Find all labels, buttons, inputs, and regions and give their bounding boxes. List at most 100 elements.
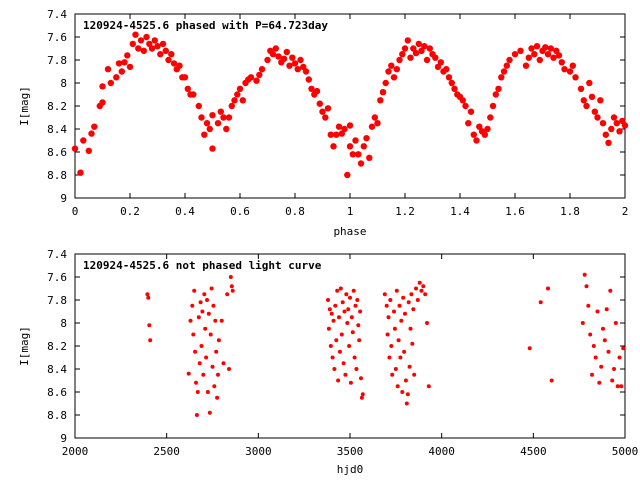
phased-data-point <box>487 114 494 121</box>
unphased-data-point <box>191 332 196 337</box>
unphased-data-point <box>348 380 353 385</box>
phased-data-point <box>462 102 469 110</box>
phased-data-point <box>583 102 590 110</box>
phased-data-point <box>170 60 178 67</box>
phased-data-point <box>129 40 136 48</box>
unphased-data-point <box>398 355 403 360</box>
unphased-data-point <box>360 392 365 397</box>
unphased-x-tick-label: 3500 <box>337 445 364 458</box>
phased-data-point <box>305 76 312 83</box>
unphased-y-tick-label: 8.8 <box>47 409 67 422</box>
phased-data-point <box>506 56 513 64</box>
phased-data-point <box>401 45 409 52</box>
unphased-data-point <box>216 338 221 343</box>
unphased-data-point <box>333 303 338 308</box>
phased-data-point <box>313 87 321 95</box>
unphased-data-point <box>202 292 207 297</box>
phased-data-point <box>176 62 183 69</box>
phased-data-point <box>437 59 444 66</box>
phased-data-point <box>547 45 554 52</box>
phased-data-point <box>297 56 304 64</box>
unphased-data-point <box>617 355 622 360</box>
unphased-data-point <box>415 298 420 302</box>
phased-x-tick-label: 1.8 <box>560 205 580 218</box>
unphased-data-point <box>339 332 344 337</box>
unphased-data-point <box>193 349 198 354</box>
unphased-data-point <box>612 367 616 371</box>
phased-x-tick-label: 0.8 <box>285 205 305 218</box>
unphased-data-point <box>337 349 342 354</box>
unphased-data-point <box>602 338 607 343</box>
phased-data-point <box>327 131 334 138</box>
phased-data-point <box>104 66 112 73</box>
unphased-data-point <box>332 367 337 371</box>
phased-data-point <box>239 97 246 104</box>
phased-y-tick-label: 7.6 <box>47 31 67 44</box>
phased-data-point <box>165 56 172 64</box>
unphased-data-point <box>412 372 417 377</box>
phased-data-point <box>335 123 343 130</box>
phased-data-point <box>223 125 230 133</box>
unphased-axis-ticks: 2000 2500 3000 3500 4000 4500 5000 7.4 7.6 7.8 8 8.… <box>47 248 638 458</box>
unphased-data-point <box>406 300 411 305</box>
phased-data-point <box>283 48 290 56</box>
unphased-data-point <box>198 300 203 305</box>
phased-data-point <box>415 40 422 48</box>
phased-data-point <box>159 40 167 48</box>
unphased-data-point <box>580 321 585 325</box>
unphased-data-point <box>414 286 418 291</box>
unphased-data-point <box>203 326 208 331</box>
phased-data-point <box>621 122 629 129</box>
phased-x-tick-label: 0.2 <box>120 205 140 218</box>
phased-data-point <box>181 74 189 81</box>
unphased-data-point <box>584 284 589 289</box>
phased-data-point <box>324 105 332 112</box>
phased-data-point <box>294 66 301 73</box>
unphased-data-point <box>407 364 412 369</box>
phased-data-point <box>602 131 609 138</box>
phased-data-point <box>459 97 466 104</box>
unphased-data-point <box>404 401 409 406</box>
unphased-data-point <box>148 338 153 343</box>
unphased-x-tick-label: 3000 <box>245 445 272 458</box>
phased-data-point <box>393 66 400 73</box>
unphased-y-tick-label: 8.4 <box>47 363 67 376</box>
unphased-data-point <box>393 367 398 371</box>
unphased-data-point <box>604 307 609 312</box>
unphased-data-point <box>355 298 360 302</box>
phased-data-point <box>371 114 378 121</box>
phased-data-point <box>465 120 472 127</box>
phased-data-point <box>473 137 480 144</box>
unphased-data-point <box>423 292 428 297</box>
unphased-data-point <box>403 378 408 383</box>
unphased-data-point <box>593 355 598 360</box>
phased-data-point <box>77 169 84 176</box>
unphased-x-tick-label: 4000 <box>428 445 455 458</box>
unphased-data-point <box>586 303 591 308</box>
phased-data-point <box>217 108 224 115</box>
phased-data-point <box>330 143 337 150</box>
phased-x-axis-label: phase <box>333 225 366 238</box>
unphased-data-point <box>195 390 200 394</box>
phased-data-point <box>247 74 255 81</box>
phased-data-point <box>396 56 403 64</box>
phased-data-point <box>418 47 425 54</box>
phased-data-point <box>426 45 433 52</box>
unphased-data-point <box>388 298 393 302</box>
phased-data-point <box>550 54 557 61</box>
phased-data-point <box>195 102 202 110</box>
unphased-data-point <box>334 338 339 343</box>
phased-data-point <box>220 114 227 121</box>
phased-data-point <box>561 66 568 73</box>
unphased-data-point <box>590 372 594 377</box>
unphased-data-point <box>421 284 426 289</box>
phased-data-point <box>399 51 406 58</box>
phased-x-tick-label: 0 <box>72 205 79 218</box>
unphased-data-point <box>343 372 348 377</box>
unphased-data-point <box>621 346 626 351</box>
phased-data-point <box>495 85 502 93</box>
phased-axis-ticks: 0 0.2 0.4 0.6 0.8 1 1.2 1.4 1.6 1.8 2 7.4 7.6 7.8 8 8.2… <box>47 8 628 218</box>
phased-data-point <box>162 47 169 54</box>
unphased-data-point <box>357 338 362 343</box>
phased-data-point <box>99 99 106 106</box>
